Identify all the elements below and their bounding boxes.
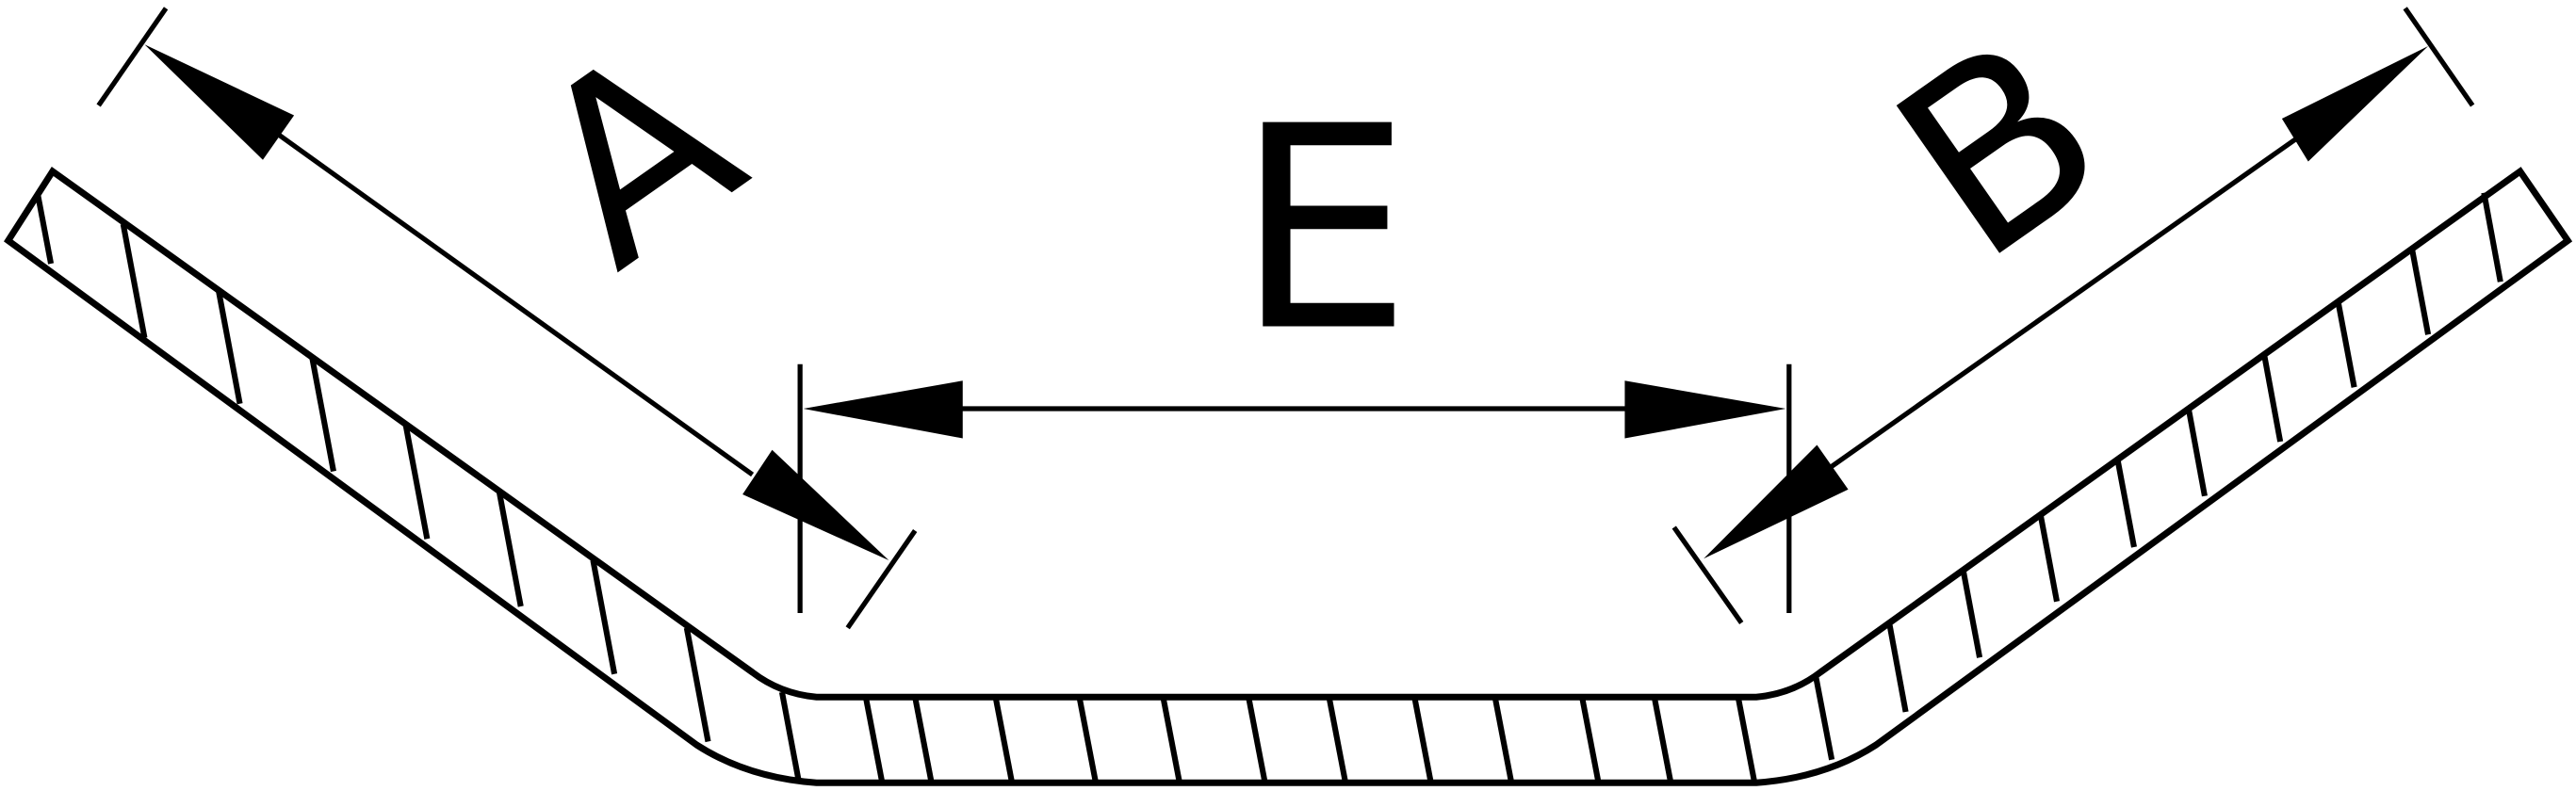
label-e: E (1235, 67, 1411, 394)
left-leg-outline (4, 167, 2573, 786)
bottom-hatching (778, 673, 1835, 783)
label-a: A (485, 0, 789, 321)
label-b: B (1849, 0, 2152, 315)
dimension-a (96, 7, 918, 630)
right-leg-hatching (1886, 192, 2503, 713)
dimension-a-arrows (144, 44, 889, 560)
dimension-b-arrows (1704, 46, 2429, 559)
dimension-e-arrows (803, 380, 1786, 439)
dimension-b (1671, 7, 2475, 625)
left-leg-hatching (35, 193, 711, 743)
